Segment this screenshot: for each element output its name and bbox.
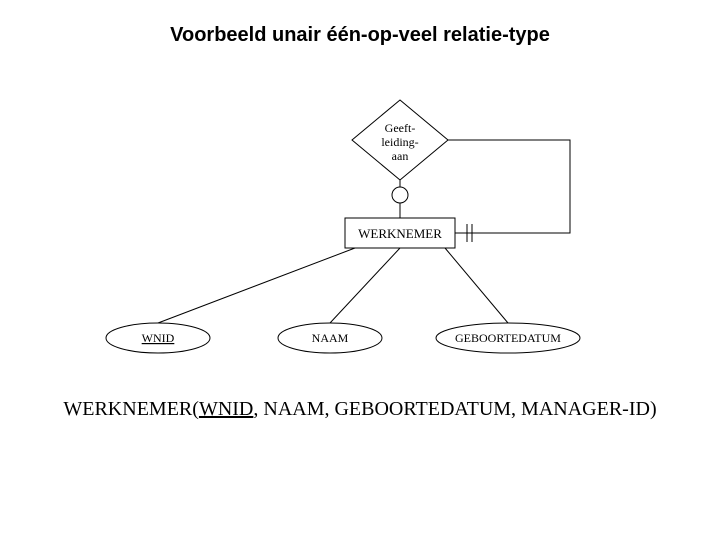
svg-text:NAAM: NAAM [312,331,349,345]
svg-text:WERKNEMER: WERKNEMER [358,226,442,241]
schema-entity: WERKNEMER [63,398,192,420]
schema-rest: , NAAM, GEBOORTEDATUM, MANAGER-ID) [253,398,656,420]
svg-text:Geeft-: Geeft- [385,121,416,135]
schema-pk: WNID [199,398,253,420]
er-diagram: Geeft-leiding-aan WERKNEMER WNID NAAM GEBOOR… [0,0,720,540]
svg-text:WNID: WNID [142,331,175,345]
svg-text:aan: aan [392,149,409,163]
svg-text:GEBOORTEDATUM: GEBOORTEDATUM [455,331,561,345]
svg-text:leiding-: leiding- [381,135,418,149]
relational-schema: WERKNEMER(WNID, NAAM, GEBOORTEDATUM, MAN… [0,398,720,421]
